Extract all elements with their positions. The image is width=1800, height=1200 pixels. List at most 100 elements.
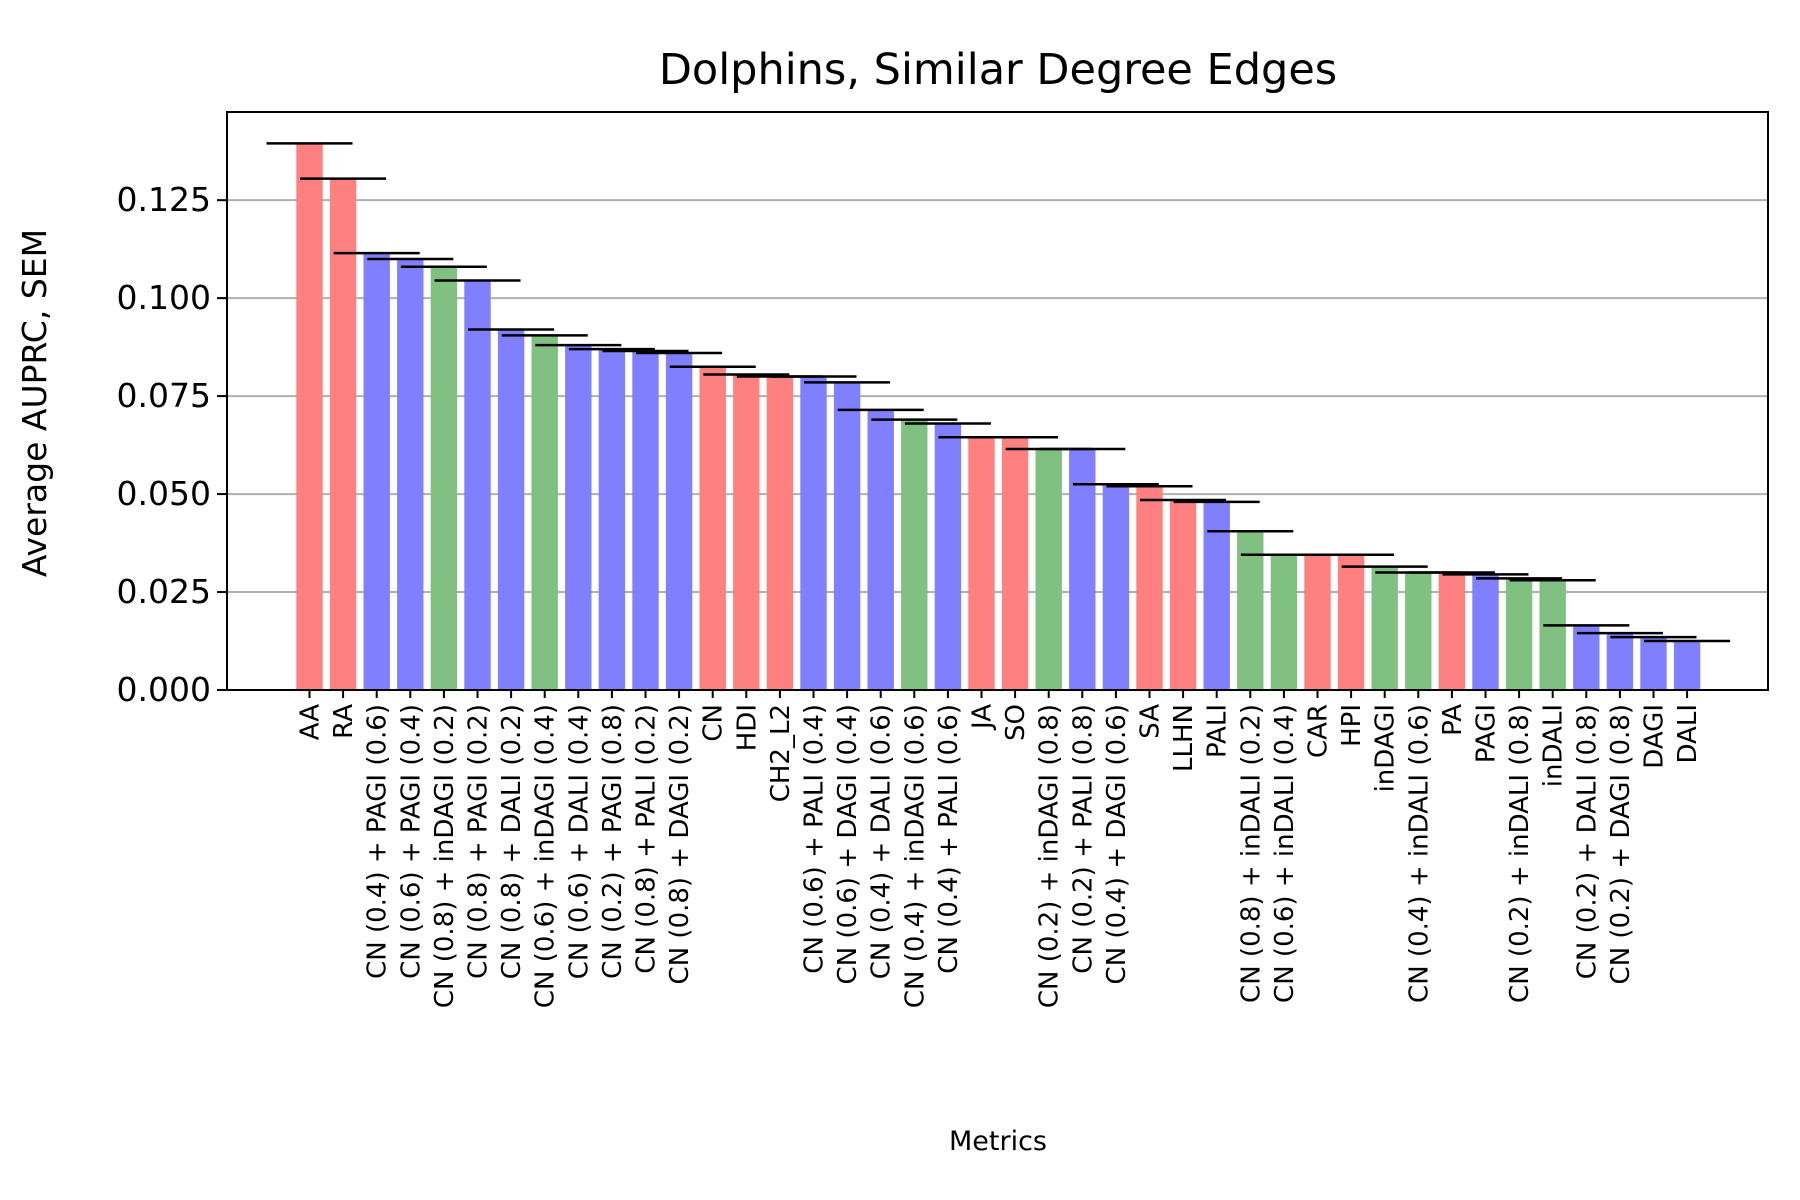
x-axis-ticks: AA RA CN (0.4) + PAGI (0.6) CN (0.6) + PAGI… (296, 690, 1703, 1008)
bar (1203, 501, 1230, 690)
bar (1371, 566, 1398, 690)
bar (1539, 580, 1566, 690)
x-tick-label: HPI (1337, 704, 1367, 747)
bar (699, 366, 726, 690)
x-tick-label: CN (0.4) + PAGI (0.6) (363, 704, 393, 979)
bar (497, 329, 525, 690)
x-tick-label: CH2_L2 (766, 704, 796, 802)
bar (1169, 499, 1197, 690)
x-tick-label: CN (0.4) + inDALI (0.6) (1404, 704, 1434, 1003)
bar (531, 335, 558, 690)
y-tick-label: 0.125 (117, 180, 211, 219)
x-tick-label: CN (0.4) + DALI (0.6) (867, 704, 897, 979)
x-tick-label: CN (0.6) + inDALI (0.4) (1270, 704, 1300, 1003)
bar (1472, 574, 1499, 690)
grid-lines (227, 199, 1768, 594)
x-tick-label: SO (1001, 704, 1031, 741)
bar (1337, 554, 1365, 690)
x-tick-label: PA (1438, 704, 1468, 736)
bar (901, 419, 928, 690)
y-axis-ticks: 0.000 0.025 0.050 0.075 0.100 0.125 (117, 180, 227, 709)
bar (598, 349, 626, 690)
y-tick-label: 0.100 (117, 278, 211, 317)
bar (867, 409, 894, 690)
bar (329, 178, 357, 690)
x-tick-label: CN (0.2) + PAGI (0.8) (598, 704, 628, 979)
bar (1640, 637, 1667, 690)
bar (1573, 625, 1600, 690)
x-tick-label: CN (0.8) + PALI (0.2) (632, 704, 662, 974)
bar (363, 253, 390, 691)
bar (1035, 449, 1062, 690)
bar (296, 143, 323, 691)
bar (1505, 578, 1533, 690)
x-tick-label: RA (329, 704, 359, 739)
bar (632, 351, 659, 690)
bar (565, 345, 592, 690)
y-tick-label: 0.050 (117, 474, 211, 513)
error-bars (266, 142, 1731, 643)
bar (1673, 641, 1701, 690)
x-tick-label: HDI (732, 704, 762, 751)
bar (464, 280, 491, 690)
x-tick-label: CN (0.8) + DALI (0.2) (497, 704, 527, 979)
x-tick-label: CN (0.8) + PAGI (0.2) (464, 704, 494, 979)
x-tick-label: CN (0.4) + DAGI (0.6) (1102, 704, 1132, 984)
bar (1069, 449, 1096, 690)
x-axis-label: Metrics (949, 1126, 1047, 1157)
bar (1237, 531, 1264, 690)
x-tick-label: CN (0.6) + PAGI (0.4) (396, 704, 426, 979)
bar (733, 374, 760, 690)
bar (430, 266, 458, 690)
x-tick-label: CN (0.8) + inDAGI (0.2) (430, 704, 460, 1008)
bar (665, 352, 693, 690)
x-tick-label: CN (0.4) + PALI (0.6) (934, 704, 964, 974)
bar (1136, 486, 1163, 690)
x-tick-label: CN (0.6) + DAGI (0.4) (833, 704, 863, 984)
bar (1438, 572, 1466, 690)
bar (800, 376, 827, 690)
x-tick-label: CN (0.2) + inDALI (0.8) (1505, 704, 1535, 1003)
x-tick-label: CN (0.4) + inDAGI (0.6) (900, 704, 930, 1008)
x-tick-label: LLHN (1169, 704, 1199, 772)
x-tick-label: inDAGI (1371, 704, 1401, 792)
x-tick-label: JA (968, 704, 998, 731)
bar (1405, 572, 1432, 690)
bar (934, 423, 962, 690)
x-tick-label: CN (699, 704, 729, 742)
bar (1304, 554, 1331, 690)
y-axis-label: Average AUPRC, SEM (15, 229, 54, 577)
bar (968, 437, 995, 690)
y-tick-label: 0.025 (117, 572, 211, 611)
bars (296, 143, 1701, 691)
x-tick-label: CN (0.8) + inDALI (0.2) (1236, 704, 1266, 1003)
bar (397, 258, 424, 690)
bar (1606, 633, 1634, 690)
x-tick-label: CAR (1304, 704, 1334, 758)
x-tick-label: CN (0.2) + DALI (0.8) (1572, 704, 1602, 979)
x-tick-label: CN (0.8) + DAGI (0.2) (665, 704, 695, 984)
x-tick-label: CN (0.2) + PALI (0.8) (1068, 704, 1098, 974)
bar (1102, 484, 1130, 690)
y-tick-label: 0.000 (117, 670, 211, 709)
x-tick-label: DALI (1673, 704, 1703, 764)
x-tick-label: CN (0.6) + inDAGI (0.4) (531, 704, 561, 1008)
bar (766, 376, 794, 690)
x-tick-label: CN (0.6) + DALI (0.4) (564, 704, 594, 979)
chart-title: Dolphins, Similar Degree Edges (659, 45, 1337, 95)
bar (1270, 554, 1298, 690)
x-tick-label: PAGI (1472, 704, 1502, 763)
y-tick-label: 0.075 (117, 376, 211, 415)
x-tick-label: AA (296, 704, 326, 741)
x-tick-label: DAGI (1640, 704, 1670, 769)
x-tick-label: CN (0.6) + PALI (0.4) (800, 704, 830, 974)
bar (1001, 437, 1029, 690)
plot-frame (226, 111, 1769, 691)
x-tick-label: PALI (1203, 704, 1233, 758)
x-tick-label: inDALI (1539, 704, 1569, 787)
x-tick-label: SA (1136, 704, 1166, 739)
x-tick-label: CN (0.2) + inDAGI (0.8) (1035, 704, 1065, 1008)
x-tick-label: CN (0.2) + DAGI (0.8) (1606, 704, 1636, 984)
bar (833, 382, 861, 690)
